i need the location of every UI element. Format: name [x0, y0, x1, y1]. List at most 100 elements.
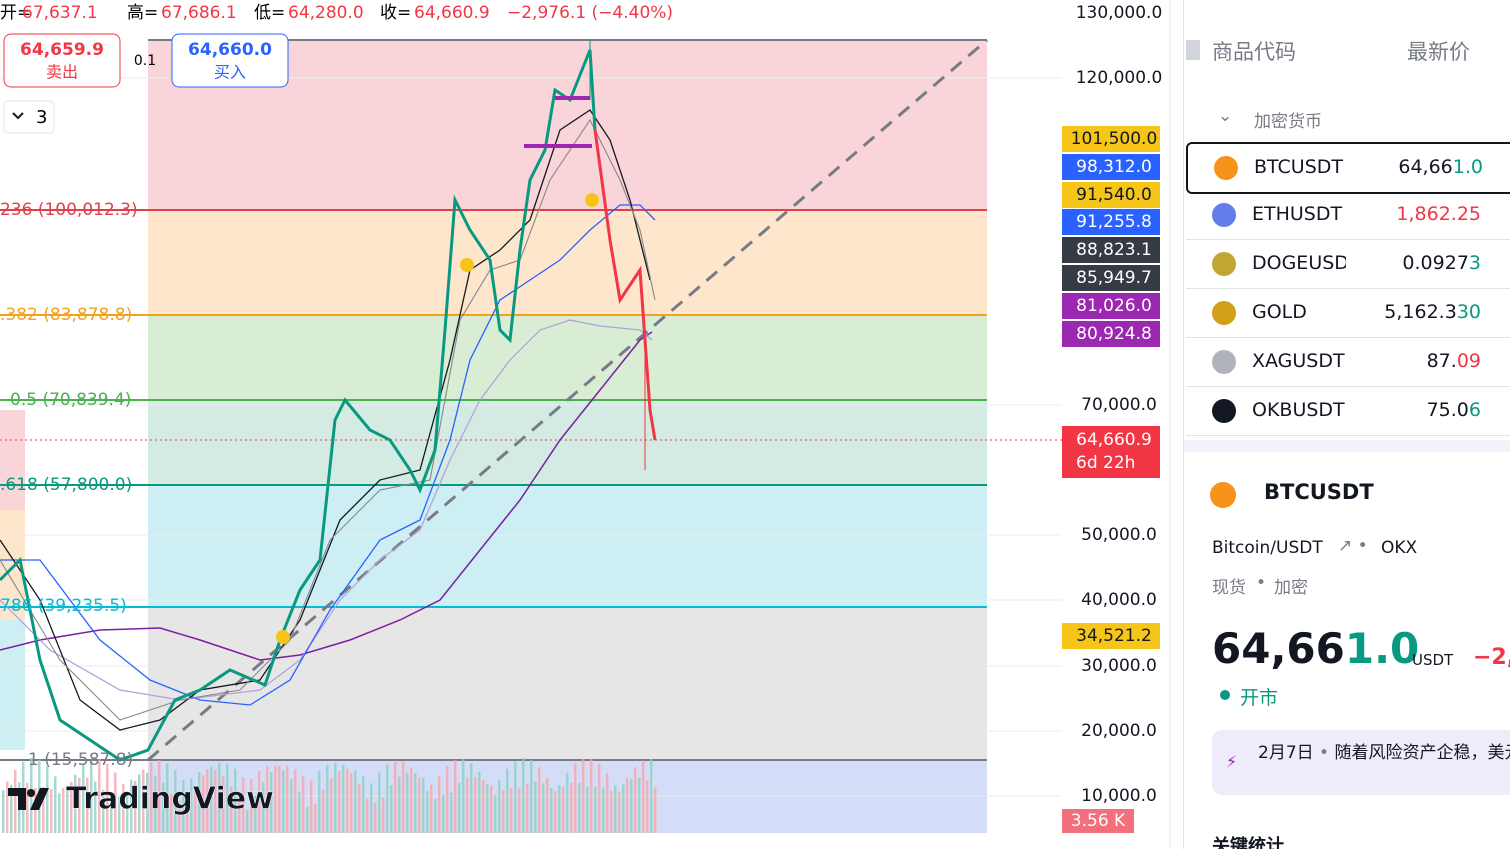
volume-bar: [490, 785, 493, 833]
volume-bar: [442, 794, 445, 833]
price-main: 64,66: [1398, 156, 1453, 178]
last-price: 87.09: [1427, 350, 1481, 372]
volume-bar: [354, 770, 357, 833]
volume-bar: [642, 760, 645, 833]
volume-bar: [618, 791, 621, 833]
volume-bar: [574, 763, 577, 833]
watchlist-row[interactable]: BTCUSDT 64,661.0: [1186, 142, 1510, 194]
volume-bar: [590, 758, 593, 833]
price-tail: 1.0: [1452, 156, 1483, 178]
sell-label[interactable]: 卖出: [46, 63, 78, 82]
volume-bar: [394, 760, 397, 833]
price-badge: [1062, 209, 1160, 235]
volume-bar: [294, 768, 297, 833]
price-badge-label: 91,540.0: [1076, 185, 1152, 205]
group-chevron[interactable]: ⌄: [1218, 106, 1233, 126]
price-tail: 09: [1456, 350, 1481, 372]
volume-bar: [262, 782, 265, 833]
last-price: 64,661.0: [1398, 156, 1483, 178]
watchlist-row[interactable]: XAGUSDT 87.09: [1186, 338, 1510, 387]
buy-label[interactable]: 买入: [214, 63, 246, 82]
volume-bar: [166, 762, 169, 833]
volume-bar: [318, 771, 321, 833]
group-name[interactable]: 加密货币: [1254, 112, 1322, 132]
column-header[interactable]: 商品代码: [1212, 40, 1296, 64]
logo: TradingView: [8, 781, 274, 817]
volume-bar: [594, 786, 597, 833]
volume-bar: [602, 787, 605, 833]
fib-label: .618 (57,800.0): [0, 475, 132, 495]
volume-bar: [446, 765, 449, 833]
watchlist-row[interactable]: DOGEUSDT 0.09273: [1186, 240, 1510, 289]
price-main: 1,862.25: [1396, 203, 1481, 225]
ohlc-label: 高=: [127, 3, 158, 23]
volume-bar: [118, 796, 121, 833]
volume-bar: [454, 760, 457, 833]
volume-bar: [478, 771, 481, 833]
detail-symbol: BTCUSDT: [1264, 480, 1374, 504]
volume-bar: [98, 759, 101, 833]
volume-bar: [86, 777, 89, 833]
detail-price: 64,661.0: [1212, 624, 1419, 673]
volume-bar: [34, 787, 37, 833]
volume-bar: [470, 763, 473, 833]
news-date[interactable]: 2月7日: [1258, 743, 1314, 763]
external-link[interactable]: ↗ •: [1338, 536, 1368, 556]
volume-bar: [474, 776, 477, 833]
volume-bar: [410, 767, 413, 833]
volume-bar: [494, 795, 497, 833]
watchlist-row[interactable]: GOLD 5,162.330: [1186, 289, 1510, 338]
volume-bar: [326, 764, 329, 833]
volume-bar: [190, 778, 193, 833]
volume-bar: [266, 766, 269, 833]
volume-bar: [246, 809, 249, 833]
symbol: DOGEUSDT: [1252, 252, 1346, 274]
volume-bar: [106, 763, 109, 833]
price-axis-label: 40,000.0: [1081, 590, 1157, 610]
buy-price[interactable]: 64,660.0: [188, 40, 272, 60]
volume-bar: [178, 801, 181, 833]
ohlc-value: 67,637.1: [22, 3, 98, 23]
logo-text: TradingView: [66, 782, 274, 817]
ohlc-value: 64,660.9: [414, 3, 490, 23]
volume-bar: [506, 768, 509, 833]
price-main: 0.0927: [1402, 252, 1469, 274]
volume-bar: [226, 763, 229, 833]
buy-button[interactable]: [171, 33, 289, 88]
price-main: 87.: [1426, 350, 1457, 372]
volume-bar: [114, 772, 117, 833]
interval-button[interactable]: [3, 100, 55, 134]
sell-price[interactable]: 64,659.9: [20, 40, 104, 60]
volume-bar: [350, 772, 353, 833]
volume-bar: [126, 794, 129, 833]
interval[interactable]: 3: [36, 107, 47, 128]
column-header[interactable]: 最新价: [1407, 40, 1470, 64]
volume-bar: [406, 772, 409, 833]
detail-pair[interactable]: Bitcoin/USDT: [1212, 538, 1323, 558]
volume-bar: [150, 762, 153, 833]
watchlist-row[interactable]: ETHUSDT 1,862.25: [1186, 191, 1510, 240]
volume-bar: [142, 769, 145, 833]
price-tail: 1.0: [1344, 624, 1420, 673]
volume-bar: [138, 774, 141, 833]
volume-bar: [414, 773, 417, 833]
volume-bar: [614, 785, 617, 833]
sell-button[interactable]: [3, 33, 121, 88]
volume-bar: [70, 781, 73, 833]
symbol-icon: [1212, 301, 1236, 325]
news-text[interactable]: 随着风险资产企稳，美元上方: [1334, 743, 1510, 763]
last-price: 75.06: [1427, 399, 1481, 421]
volume-bar: [578, 782, 581, 833]
watchlist-row[interactable]: OKBUSDT 75.06: [1186, 387, 1510, 436]
collapse-tab[interactable]: [1186, 40, 1200, 60]
market-status: 开市: [1240, 687, 1279, 709]
symbol: BTCUSDT: [1254, 156, 1343, 178]
fib-label: 0.5 (70,839.4): [10, 390, 131, 410]
volume-bar: [626, 778, 629, 833]
volume-bar: [14, 769, 17, 833]
volume-bar: [94, 781, 97, 833]
news-card[interactable]: ⚡ 2月7日 • 随着风险资产企稳，美元上方: [1212, 730, 1510, 795]
volume-bar: [646, 780, 649, 833]
volume-bar: [54, 776, 57, 833]
chart: 开= 67,637.1 高= 67,686.1 低= 64,280.0 收= 6…: [0, 0, 1171, 849]
